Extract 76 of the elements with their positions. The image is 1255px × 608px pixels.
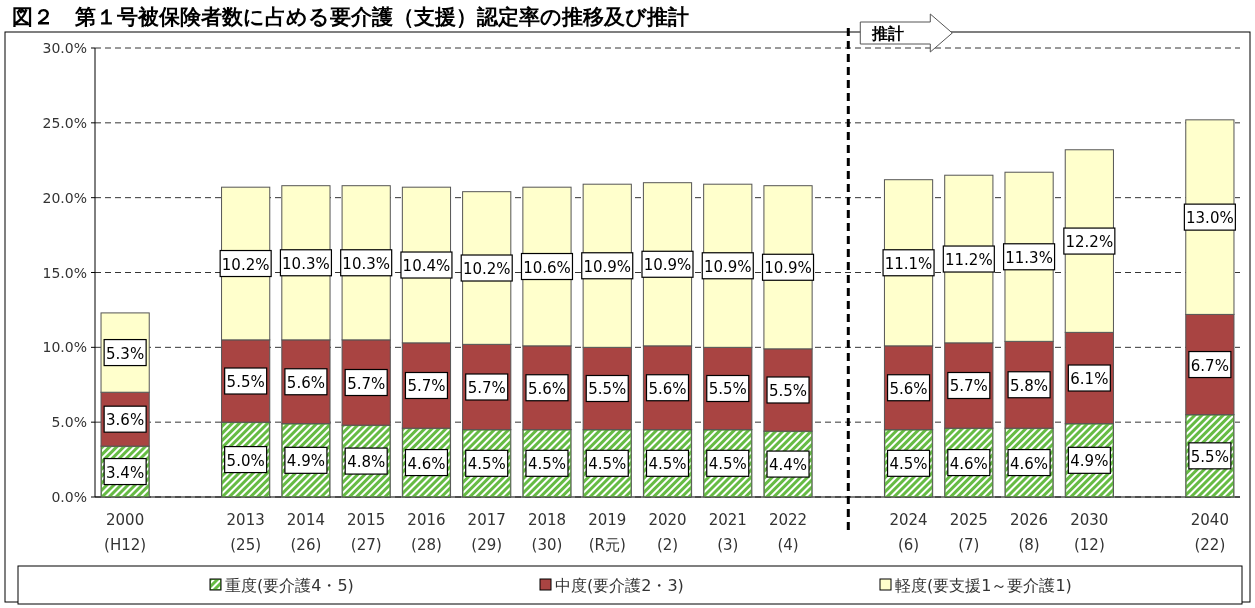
- data-label: 5.7%: [949, 377, 988, 396]
- data-label: 10.9%: [643, 256, 692, 275]
- x-tick-label: 2015 (27): [347, 511, 386, 554]
- data-label: 5.6%: [286, 373, 325, 392]
- x-tick-label: 2021 (3): [708, 511, 747, 554]
- data-label: 5.5%: [588, 380, 627, 399]
- data-label: 11.1%: [884, 254, 933, 273]
- data-label: 10.6%: [523, 258, 571, 277]
- data-label: 4.6%: [407, 454, 446, 473]
- data-label: 4.8%: [347, 453, 386, 472]
- data-label: 4.5%: [527, 455, 567, 474]
- x-tick-label: 2018 (30): [527, 511, 567, 554]
- data-label: 3.6%: [106, 411, 145, 430]
- data-label: 5.6%: [648, 379, 687, 398]
- y-tick-label: 20.0%: [42, 189, 87, 206]
- data-label: 11.3%: [1005, 248, 1053, 267]
- data-label: 4.5%: [889, 455, 928, 474]
- data-label: 4.5%: [708, 455, 747, 474]
- data-label: 13.0%: [1186, 209, 1234, 228]
- x-tick-label: 2025 (7): [949, 511, 988, 554]
- data-label: 4.5%: [648, 455, 687, 474]
- data-label: 4.9%: [286, 452, 325, 471]
- x-tick-label: 2024 (6): [889, 511, 928, 554]
- y-tick-label: 25.0%: [42, 114, 87, 131]
- data-label: 5.6%: [889, 379, 928, 398]
- legend-label: 中度(要介護2・3): [555, 576, 684, 595]
- x-tick-label: 2020 (2): [648, 511, 687, 554]
- data-label: 3.4%: [106, 463, 145, 482]
- x-tick-label: 2000 (H12): [104, 511, 147, 554]
- data-label: 10.2%: [462, 260, 511, 279]
- y-tick-label: 0.0%: [51, 489, 87, 505]
- data-label: 11.2%: [944, 251, 993, 270]
- data-label: 5.5%: [226, 373, 265, 392]
- data-label: 5.8%: [1010, 376, 1049, 395]
- data-label: 10.9%: [703, 257, 752, 276]
- x-tick-label: 2013 (25): [226, 511, 265, 554]
- data-label: 4.4%: [768, 456, 808, 475]
- data-label: 5.5%: [1190, 447, 1229, 466]
- y-tick-label: 30.0%: [42, 40, 87, 56]
- data-label: 6.1%: [1070, 370, 1109, 389]
- legend-label: 軽度(要支援1～要介護1): [895, 576, 1072, 595]
- data-label: 4.5%: [467, 455, 506, 474]
- data-label: 10.9%: [764, 259, 812, 278]
- legend-label: 重度(要介護4・5): [225, 576, 354, 595]
- x-tick-label: 2026 (8): [1009, 511, 1049, 554]
- data-label: 4.6%: [1010, 454, 1049, 473]
- y-tick-label: 10.0%: [42, 339, 87, 356]
- data-label: 5.7%: [407, 377, 446, 396]
- data-label: 5.6%: [527, 379, 567, 398]
- chart-title: 図２ 第１号被保険者数に占める要介護（支援）認定率の推移及び推計: [12, 5, 689, 29]
- data-label: 5.3%: [106, 344, 145, 363]
- data-label: 4.6%: [949, 454, 988, 473]
- x-tick-label: 2016 (28): [407, 511, 446, 554]
- x-tick-label: 2019 (R元): [588, 511, 627, 554]
- data-label: 10.3%: [342, 254, 391, 273]
- data-label: 10.3%: [282, 254, 330, 273]
- x-tick-label: 2014 (26): [286, 511, 326, 554]
- data-label: 5.7%: [467, 378, 506, 397]
- data-label: 6.7%: [1190, 356, 1229, 375]
- data-label: 5.5%: [708, 380, 747, 399]
- y-tick-label: 15.0%: [42, 264, 87, 281]
- x-tick-label: 2030 (12): [1070, 511, 1109, 554]
- data-label: 12.2%: [1065, 233, 1114, 252]
- data-label: 10.2%: [221, 255, 270, 274]
- data-label: 4.9%: [1070, 452, 1109, 471]
- data-label: 5.0%: [226, 451, 265, 470]
- data-label: 5.7%: [347, 374, 386, 393]
- text: 推計: [871, 24, 905, 43]
- data-label: 5.5%: [768, 381, 808, 400]
- x-tick-label: 2040 (22): [1190, 511, 1229, 554]
- data-label: 10.4%: [402, 257, 451, 276]
- data-label: 10.9%: [583, 257, 632, 276]
- x-tick-label: 2022 (4): [768, 511, 808, 554]
- x-tick-label: 2017 (29): [467, 511, 506, 554]
- y-tick-label: 5.0%: [51, 414, 87, 431]
- data-label: 4.5%: [588, 455, 627, 474]
